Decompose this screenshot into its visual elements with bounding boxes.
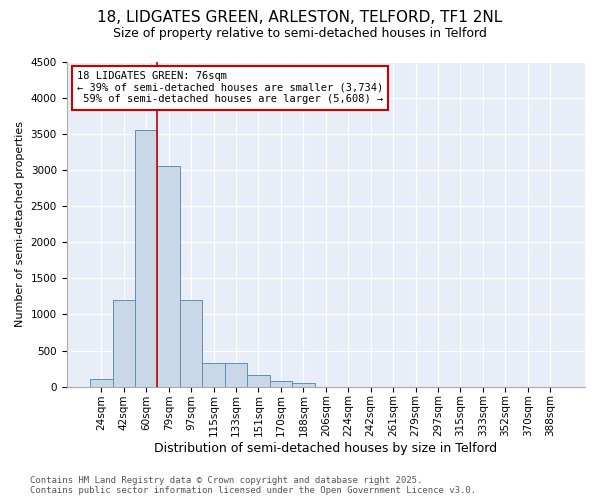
Text: Size of property relative to semi-detached houses in Telford: Size of property relative to semi-detach… — [113, 28, 487, 40]
Bar — [113, 300, 135, 386]
Bar — [202, 363, 225, 386]
Y-axis label: Number of semi-detached properties: Number of semi-detached properties — [15, 121, 25, 327]
Bar — [292, 383, 314, 386]
Bar — [269, 382, 292, 386]
Text: 18, LIDGATES GREEN, ARLESTON, TELFORD, TF1 2NL: 18, LIDGATES GREEN, ARLESTON, TELFORD, T… — [97, 10, 503, 25]
X-axis label: Distribution of semi-detached houses by size in Telford: Distribution of semi-detached houses by … — [154, 442, 497, 455]
Text: Contains HM Land Registry data © Crown copyright and database right 2025.
Contai: Contains HM Land Registry data © Crown c… — [30, 476, 476, 495]
Bar — [247, 375, 269, 386]
Bar — [225, 363, 247, 386]
Bar — [135, 130, 157, 386]
Bar — [180, 300, 202, 386]
Bar — [90, 380, 113, 386]
Bar — [157, 166, 180, 386]
Text: 18 LIDGATES GREEN: 76sqm
← 39% of semi-detached houses are smaller (3,734)
 59% : 18 LIDGATES GREEN: 76sqm ← 39% of semi-d… — [77, 72, 383, 104]
